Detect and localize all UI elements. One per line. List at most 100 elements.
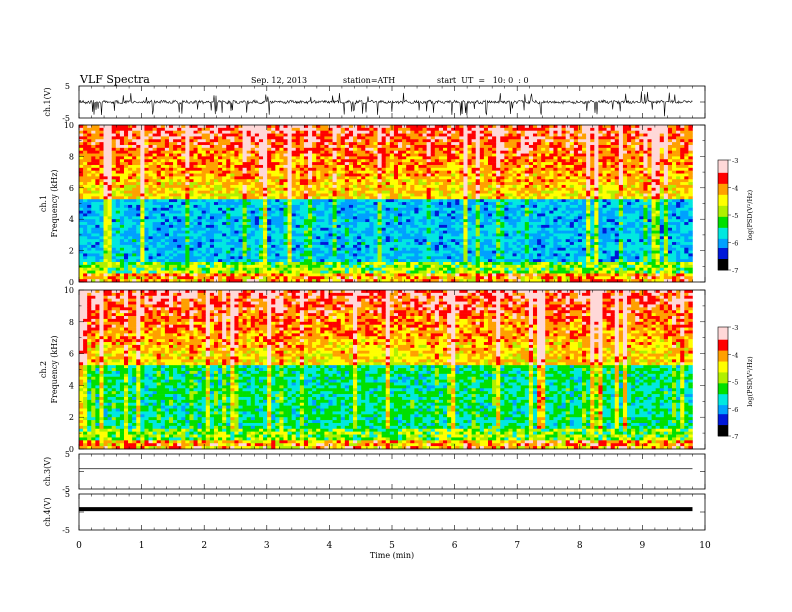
- spectrogram-cell: [128, 159, 133, 163]
- spectrogram-cell: [246, 270, 252, 274]
- spectrogram-cell: [168, 230, 174, 234]
- spectrogram-cell: [275, 219, 280, 223]
- spectrogram-cell: [393, 204, 399, 209]
- spectrogram-cell: [209, 193, 215, 197]
- spectrogram-cell: [377, 224, 382, 229]
- spectrogram-cell: [177, 256, 182, 260]
- spectrogram-cell: [299, 162, 305, 166]
- spectrogram-cell: [414, 167, 419, 171]
- spectrogram-cell: [226, 176, 231, 180]
- spectrogram-cell: [177, 202, 182, 206]
- spectrogram-cell: [205, 139, 211, 143]
- spectrogram-cell: [418, 130, 423, 134]
- spectrogram-cell: [226, 224, 231, 229]
- spectrogram-cell: [91, 159, 96, 163]
- spectrogram-cell: [119, 242, 125, 246]
- spectrogram-cell: [324, 187, 329, 191]
- spectrogram-cell: [365, 256, 370, 260]
- spectrogram-cell: [357, 144, 362, 149]
- spectrogram-cell: [365, 199, 370, 203]
- spectrogram-cell: [377, 170, 382, 174]
- spectrogram-cell: [177, 179, 182, 183]
- spectrogram-cell: [132, 259, 137, 263]
- spectrogram-cell: [283, 136, 288, 140]
- spectrogram-cell: [295, 264, 301, 269]
- spectrogram-cell: [361, 199, 366, 203]
- spectrogram-cell: [422, 130, 427, 134]
- spectrogram-cell: [119, 202, 125, 206]
- spectrogram-cell: [189, 219, 194, 223]
- spectrogram-cell: [324, 210, 329, 214]
- spectrogram-cell: [140, 184, 145, 189]
- spectrogram-cell: [136, 184, 141, 189]
- spectrogram-cell: [267, 233, 272, 237]
- spectrogram-cell: [324, 239, 329, 243]
- spectrogram-cell: [123, 202, 129, 206]
- spectrogram-cell: [238, 127, 243, 131]
- spectrogram-cell: [332, 253, 337, 257]
- spectrogram-cell: [164, 236, 170, 240]
- spectrogram-cell: [87, 196, 92, 200]
- spectrogram-cell: [132, 199, 137, 203]
- spectrogram-cell: [181, 270, 186, 274]
- spectrogram-cell: [148, 250, 153, 254]
- spectrogram-cell: [213, 230, 219, 234]
- spectrogram-cell: [246, 276, 252, 280]
- spectrogram-cell: [344, 227, 350, 231]
- spectrogram-cell: [275, 224, 280, 229]
- spectrogram-cell: [308, 150, 313, 154]
- spectrogram-cell: [263, 273, 268, 277]
- spectrogram-cell: [160, 233, 166, 237]
- spectrogram-cell: [426, 150, 432, 154]
- spectrogram-cell: [213, 142, 219, 146]
- spectrogram-cell: [303, 130, 309, 134]
- spectrogram-cell: [422, 230, 427, 234]
- spectrogram-cell: [238, 202, 243, 206]
- spectrogram-cell: [385, 176, 391, 180]
- spectrogram-cell: [119, 270, 125, 274]
- spectrogram-cell: [193, 133, 198, 137]
- spectrogram-cell: [316, 130, 321, 134]
- spectrogram-cell: [254, 236, 260, 240]
- spectrogram-cell: [246, 127, 252, 131]
- spectrogram-cell: [295, 250, 301, 254]
- spectrogram-cell: [283, 250, 288, 254]
- spectrogram-cell: [173, 193, 178, 197]
- spectrogram-cell: [246, 182, 252, 186]
- spectrogram-cell: [140, 179, 145, 183]
- spectrogram-cell: [103, 224, 108, 229]
- spectrogram-cell: [308, 125, 313, 129]
- spectrogram-cell: [336, 219, 342, 223]
- spectrogram-cell: [83, 167, 88, 171]
- spectrogram-cell: [111, 127, 117, 131]
- spectrogram-cell: [361, 144, 366, 149]
- spectrogram-cell: [160, 202, 166, 206]
- spectrogram-cell: [258, 125, 264, 129]
- spectrogram-cell: [144, 222, 149, 226]
- spectrogram-cell: [107, 193, 113, 197]
- spectrogram-cell: [213, 219, 219, 223]
- spectrogram-cell: [213, 190, 219, 194]
- spectrogram-cell: [193, 173, 198, 177]
- spectrogram-cell: [177, 187, 182, 191]
- spectrogram-cell: [193, 159, 198, 163]
- spectrogram-cell: [361, 202, 366, 206]
- spectrogram-cell: [418, 259, 423, 263]
- spectrogram-cell: [340, 247, 346, 251]
- spectrogram-cell: [308, 176, 313, 180]
- spectrogram-cell: [348, 250, 354, 254]
- spectrogram-cell: [111, 276, 117, 280]
- spectrogram-cell: [344, 150, 350, 154]
- spectrogram-cell: [332, 156, 337, 160]
- spectrogram-cell: [389, 202, 395, 206]
- spectrogram-cell: [222, 279, 227, 283]
- spectrogram-cell: [295, 190, 301, 194]
- spectrogram-cell: [107, 196, 113, 200]
- spectrogram-cell: [95, 242, 100, 246]
- spectrogram-cell: [291, 136, 297, 140]
- spectrogram-cell: [410, 210, 415, 214]
- spectrogram-cell: [107, 210, 113, 214]
- spectrogram-cell: [156, 222, 162, 226]
- spectrogram-cell: [303, 196, 309, 200]
- spectrogram-cell: [209, 210, 215, 214]
